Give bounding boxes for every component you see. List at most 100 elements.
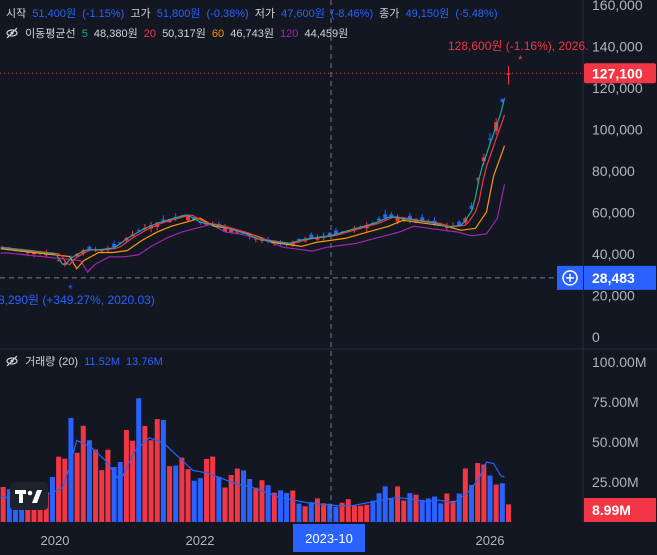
visibility-toggle-icon[interactable]: [6, 355, 18, 367]
candle: [186, 216, 191, 221]
volume-bar: [333, 506, 339, 522]
volume-bar: [6, 489, 12, 522]
crosshair-time-value: 2023-10: [305, 531, 353, 546]
volume-bar: [321, 503, 327, 522]
tradingview-logo-icon: [10, 482, 48, 510]
visibility-toggle-icon[interactable]: [6, 27, 18, 39]
last-price-value: 127,100: [592, 65, 643, 81]
candle: [309, 234, 314, 239]
volume-bar: [271, 492, 277, 522]
ma60-value: 46,743원: [230, 28, 274, 40]
volume-bar: [419, 499, 425, 522]
volume-bar: [425, 498, 431, 522]
ma-label: 이동평균선: [25, 28, 76, 40]
volume-bar: [438, 503, 444, 522]
volume-bar: [432, 496, 438, 522]
volume-bar: [197, 478, 203, 522]
volume-bar: [382, 486, 388, 522]
close-value: 49,150원: [405, 8, 450, 20]
candle: [118, 242, 123, 244]
volume-bar: [222, 487, 228, 522]
volume-bar: [74, 452, 80, 522]
candle: [253, 238, 258, 240]
price-tick-label: 80,000: [592, 163, 635, 179]
moving-average-legend[interactable]: 이동평균선 5 48,380원 20 50,317원 60 46,743원 12…: [6, 25, 351, 41]
volume-bar: [191, 480, 197, 522]
volume-tick-label: 75.00M: [592, 394, 639, 410]
volume-bar: [93, 449, 99, 522]
volume-bar: [265, 485, 271, 522]
add-alert-icon: [562, 270, 578, 286]
high-marker: *: [518, 53, 523, 67]
volume-bar: [302, 506, 308, 522]
volume-bar: [395, 486, 401, 522]
volume-bar: [117, 462, 123, 522]
volume-bar: [444, 493, 450, 522]
volume-bar: [228, 475, 234, 522]
time-tick-label: 2026: [476, 533, 505, 548]
volume-bar: [469, 484, 475, 522]
time-tick-label: 2022: [186, 533, 215, 548]
ohlc-legend: 시작 51,400원 (-1.15%) 고가 51,800원 (-0.38%) …: [6, 5, 501, 21]
volume-bar: [413, 494, 419, 522]
volume-bar: [86, 440, 92, 522]
candle: [223, 227, 228, 232]
last-volume-tag: [584, 498, 656, 522]
volume-legend[interactable]: 거래량 (20) 11.52M 13.76M: [6, 353, 166, 369]
volume-bar: [345, 499, 351, 522]
candle: [407, 215, 412, 220]
candle: [112, 243, 117, 247]
candle: [488, 138, 492, 140]
candle: [149, 225, 154, 229]
volume-bar: [210, 456, 216, 522]
ma5-period: 5: [81, 28, 88, 40]
volume-bar: [142, 425, 148, 522]
volume-bar: [450, 500, 456, 522]
volume-value-2: 13.76M: [126, 356, 163, 368]
volume-bar: [136, 398, 142, 522]
open-label: 시작: [6, 8, 27, 20]
candle: [457, 221, 462, 226]
volume-bar: [370, 500, 376, 522]
crosshair-price-value: 28,483: [592, 270, 635, 286]
volume-bar: [216, 476, 222, 522]
volume-bar: [105, 449, 111, 522]
volume-bar: [123, 429, 129, 522]
volume-bar: [154, 419, 160, 522]
open-value: 51,400원: [32, 8, 77, 20]
candle: [481, 157, 486, 162]
volume-bar: [259, 480, 265, 522]
volume-bar: [234, 468, 240, 522]
candle: [383, 214, 388, 219]
volume-bar: [388, 498, 394, 522]
low-label: 저가: [254, 8, 276, 20]
price-tick-label: 160,000: [592, 0, 643, 13]
low-value: 47,600원: [281, 8, 325, 20]
last-price-tag: [584, 63, 656, 84]
ma60-line: [0, 145, 506, 270]
ma5-line: [0, 97, 506, 265]
candle: [296, 238, 301, 241]
volume-bar: [62, 458, 68, 522]
volume-bar: [376, 493, 382, 522]
high-annotation: 128,600원 (-1.16%), 2026.: [448, 39, 588, 53]
candle: [395, 217, 400, 222]
volume-bar: [308, 502, 314, 522]
volume-bar: [364, 504, 370, 522]
volume-bar: [351, 505, 357, 522]
high-pct: (-0.38%): [206, 8, 249, 20]
candle: [500, 99, 505, 102]
candle: [444, 226, 449, 229]
volume-bar: [49, 477, 55, 522]
price-tick-label: 20,000: [592, 288, 635, 304]
volume-bar: [499, 483, 505, 522]
volume-bar: [314, 498, 320, 522]
candle: [56, 260, 61, 262]
candle: [229, 229, 234, 233]
crosshair-time-tag: [293, 524, 365, 552]
volume-bar: [296, 503, 302, 522]
candle: [259, 240, 264, 242]
last-volume-value: 8.99M: [592, 502, 631, 518]
crosshair-price-tag: [584, 265, 656, 290]
